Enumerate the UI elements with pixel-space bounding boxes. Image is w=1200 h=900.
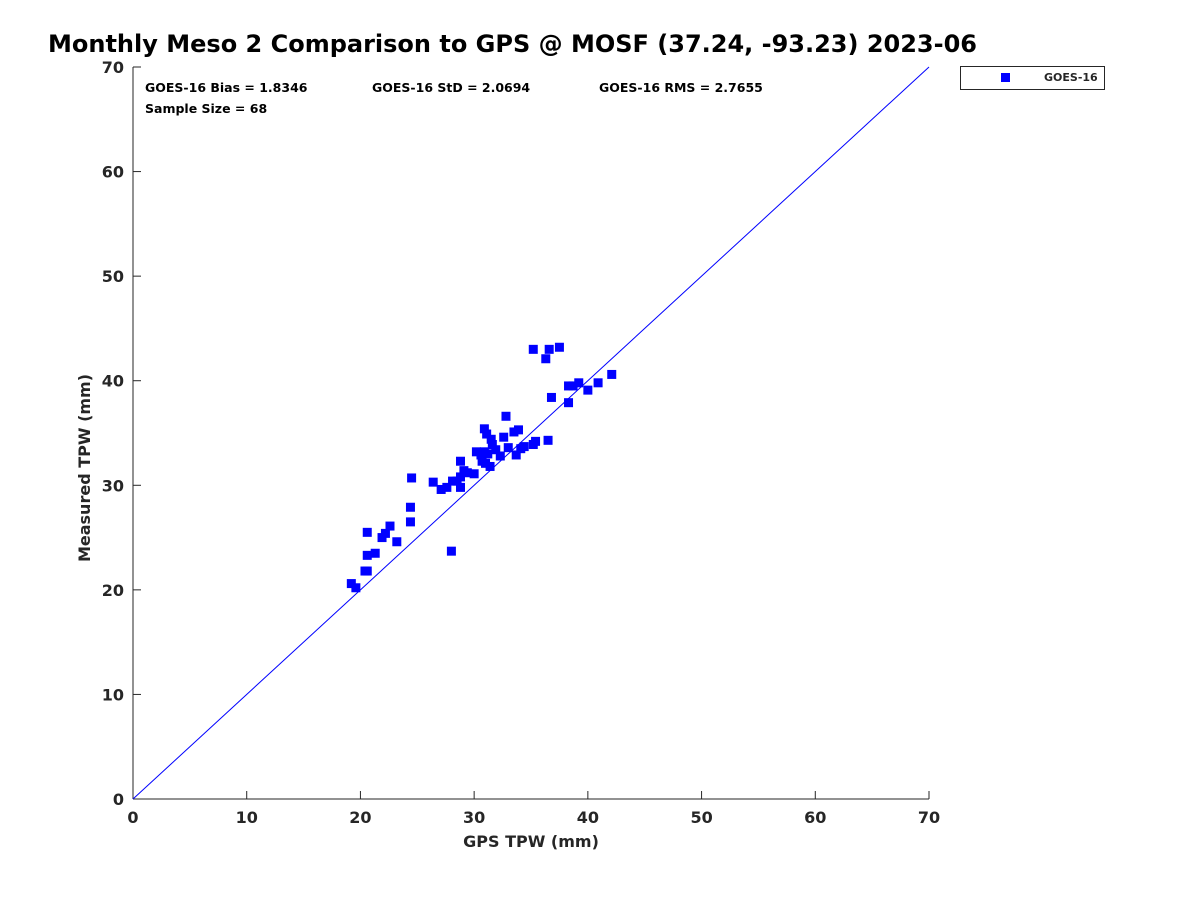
data-point	[455, 456, 465, 466]
data-point	[564, 381, 574, 391]
x-tick-label: 0	[127, 808, 138, 827]
data-point	[583, 385, 593, 395]
data-point	[554, 342, 564, 352]
x-tick-label: 40	[577, 808, 599, 827]
data-point	[486, 434, 496, 444]
legend-label: GOES-16	[1044, 71, 1098, 84]
std-stat: GOES-16 StD = 2.0694	[372, 80, 531, 95]
rms-stat: GOES-16 RMS = 2.7655	[599, 80, 763, 95]
data-point	[501, 411, 511, 421]
data-point	[528, 344, 538, 354]
x-tick-label: 50	[690, 808, 712, 827]
data-point	[485, 461, 495, 471]
data-point	[509, 427, 519, 437]
data-point	[544, 344, 554, 354]
data-point	[385, 521, 395, 531]
y-tick-label: 40	[102, 372, 124, 391]
data-point	[487, 440, 497, 450]
data-point	[564, 398, 574, 408]
one-to-one-line	[132, 66, 930, 800]
data-points	[346, 342, 617, 593]
data-point	[471, 447, 481, 457]
chart-title: Monthly Meso 2 Comparison to GPS @ MOSF …	[48, 30, 977, 58]
x-tick-label: 70	[918, 808, 940, 827]
data-point	[380, 528, 390, 538]
data-point	[455, 482, 465, 492]
data-point	[543, 435, 553, 445]
data-point	[362, 550, 372, 560]
y-tick-label: 30	[102, 476, 124, 495]
y-tick-label: 60	[102, 163, 124, 182]
data-point	[446, 546, 456, 556]
x-axis-label: GPS TPW (mm)	[463, 832, 599, 851]
data-point	[519, 442, 529, 452]
data-point	[370, 548, 380, 558]
data-point	[351, 583, 361, 593]
y-axis-label: Measured TPW (mm)	[75, 374, 94, 562]
y-tick-label: 20	[102, 581, 124, 600]
data-point	[541, 354, 551, 364]
data-point	[574, 378, 584, 388]
data-point	[511, 450, 521, 460]
data-point	[481, 458, 491, 468]
data-point	[405, 517, 415, 527]
sample-size-stat: Sample Size = 68	[145, 101, 268, 116]
data-point	[483, 449, 493, 459]
data-point	[531, 436, 541, 446]
legend-marker-icon	[1001, 73, 1010, 82]
x-tick-label: 20	[349, 808, 371, 827]
data-point	[362, 566, 372, 576]
data-point	[448, 476, 458, 486]
y-tick-label: 50	[102, 267, 124, 286]
data-point	[455, 472, 465, 482]
data-point	[362, 527, 372, 537]
x-tick-label: 10	[236, 808, 258, 827]
legend: GOES-16	[960, 66, 1105, 90]
data-point	[442, 482, 452, 492]
data-point	[568, 381, 578, 391]
data-point	[503, 443, 513, 453]
data-point	[405, 502, 415, 512]
x-tick-label: 60	[804, 808, 826, 827]
data-point	[482, 429, 492, 439]
one-to-one-line-group	[132, 66, 930, 800]
axes: 0 10 20 30 40 50 60 70 0 10 20 30 40 50 60 70	[102, 58, 940, 827]
data-point	[479, 424, 489, 434]
data-point	[346, 579, 356, 589]
data-point	[607, 369, 617, 379]
data-point	[495, 451, 505, 461]
data-point	[407, 473, 417, 483]
y-tick-label: 70	[102, 58, 124, 77]
y-tick-label: 0	[113, 790, 124, 809]
data-point	[513, 425, 523, 435]
data-point	[436, 484, 446, 494]
data-point	[491, 445, 501, 455]
bias-stat: GOES-16 Bias = 1.8346	[145, 80, 308, 95]
data-point	[469, 469, 479, 479]
data-point	[499, 432, 509, 442]
y-tick-label: 10	[102, 685, 124, 704]
data-point	[546, 392, 556, 402]
data-point	[428, 477, 438, 487]
x-tick-label: 30	[463, 808, 485, 827]
data-point	[392, 537, 402, 547]
data-point	[462, 468, 472, 478]
data-point	[593, 378, 603, 388]
